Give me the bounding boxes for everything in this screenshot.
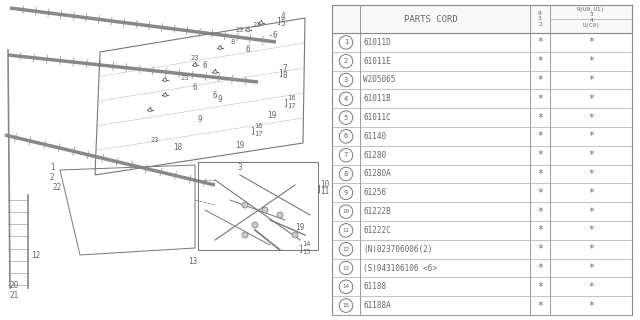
Text: W205065: W205065 xyxy=(363,76,396,84)
Text: *: * xyxy=(588,300,594,311)
Text: *: * xyxy=(588,37,594,47)
Text: *: * xyxy=(537,263,543,273)
Text: *: * xyxy=(588,75,594,85)
Text: *: * xyxy=(537,300,543,311)
Text: 9(U0,U1)
3
4
U(C0): 9(U0,U1) 3 4 U(C0) xyxy=(577,7,605,28)
Text: 7: 7 xyxy=(344,152,348,158)
Text: 17: 17 xyxy=(287,102,296,108)
Text: 8: 8 xyxy=(344,171,348,177)
Circle shape xyxy=(242,202,248,208)
Text: 19: 19 xyxy=(268,110,276,119)
Text: 6: 6 xyxy=(246,45,250,54)
Text: 8: 8 xyxy=(231,39,235,45)
Text: *: * xyxy=(537,207,543,217)
Text: 9: 9 xyxy=(218,95,222,105)
Text: 22: 22 xyxy=(52,183,61,193)
Text: (S)043106106 <6>: (S)043106106 <6> xyxy=(363,263,437,273)
Text: *: * xyxy=(537,94,543,104)
Text: 4: 4 xyxy=(280,12,285,21)
Text: 13: 13 xyxy=(188,258,198,267)
Text: PARTS CORD: PARTS CORD xyxy=(404,14,458,23)
Text: *: * xyxy=(537,225,543,236)
Circle shape xyxy=(213,70,217,74)
Text: 10: 10 xyxy=(342,209,349,214)
Text: 20: 20 xyxy=(10,281,19,290)
Text: 6: 6 xyxy=(193,84,197,92)
Text: *: * xyxy=(537,56,543,66)
Text: *: * xyxy=(588,244,594,254)
Text: *: * xyxy=(537,244,543,254)
Text: *: * xyxy=(588,94,594,104)
Circle shape xyxy=(259,21,263,25)
Text: *: * xyxy=(588,282,594,292)
Text: 23: 23 xyxy=(151,137,159,143)
Circle shape xyxy=(242,232,248,238)
Text: *: * xyxy=(588,169,594,179)
Text: 1: 1 xyxy=(344,39,348,45)
Text: 9: 9 xyxy=(344,190,348,196)
Circle shape xyxy=(252,222,258,228)
Text: *: * xyxy=(588,56,594,66)
Text: 3: 3 xyxy=(237,164,243,172)
Text: 6: 6 xyxy=(203,60,207,69)
Text: 61280: 61280 xyxy=(363,151,386,160)
Text: 14: 14 xyxy=(302,242,310,247)
Text: *: * xyxy=(537,188,543,198)
Text: 23: 23 xyxy=(191,55,199,61)
Circle shape xyxy=(163,93,167,97)
Text: *: * xyxy=(588,207,594,217)
Circle shape xyxy=(292,232,298,238)
Text: 61222B: 61222B xyxy=(363,207,391,216)
Text: 15: 15 xyxy=(342,303,349,308)
Text: 5: 5 xyxy=(344,115,348,121)
Text: *: * xyxy=(537,169,543,179)
Text: 6: 6 xyxy=(212,91,218,100)
Text: 61188A: 61188A xyxy=(363,301,391,310)
Text: 61011E: 61011E xyxy=(363,57,391,66)
Text: *: * xyxy=(537,113,543,123)
Text: *: * xyxy=(537,132,543,141)
Text: 10: 10 xyxy=(320,180,330,189)
Text: 61011C: 61011C xyxy=(363,113,391,122)
Text: 7: 7 xyxy=(282,64,287,73)
Text: *: * xyxy=(588,150,594,160)
Text: 9: 9 xyxy=(198,116,202,124)
Text: 21: 21 xyxy=(10,291,19,300)
Text: *: * xyxy=(588,113,594,123)
Text: 19: 19 xyxy=(236,140,244,149)
Circle shape xyxy=(246,28,250,32)
Text: *: * xyxy=(588,225,594,236)
Text: 12: 12 xyxy=(342,247,349,252)
Text: 13: 13 xyxy=(342,266,349,270)
Bar xyxy=(198,162,318,250)
Circle shape xyxy=(218,46,222,50)
Text: 18: 18 xyxy=(173,143,182,153)
Text: 23: 23 xyxy=(180,75,189,81)
Text: (N)023706006(2): (N)023706006(2) xyxy=(363,245,433,254)
Text: *: * xyxy=(537,150,543,160)
Text: *: * xyxy=(588,188,594,198)
Text: 15: 15 xyxy=(302,249,310,254)
Circle shape xyxy=(262,207,268,213)
Text: 3: 3 xyxy=(344,77,348,83)
Text: 4: 4 xyxy=(344,96,348,102)
Text: *: * xyxy=(537,282,543,292)
Text: 12: 12 xyxy=(31,251,40,260)
Text: 61280A: 61280A xyxy=(363,170,391,179)
Text: *: * xyxy=(537,37,543,47)
Text: *: * xyxy=(588,132,594,141)
Circle shape xyxy=(148,108,152,112)
Text: 61256: 61256 xyxy=(363,188,386,197)
Text: 6: 6 xyxy=(344,133,348,140)
Text: 14: 14 xyxy=(342,284,349,289)
Text: *: * xyxy=(537,75,543,85)
Text: 17: 17 xyxy=(254,131,262,137)
Text: 16: 16 xyxy=(287,95,296,101)
Text: 6: 6 xyxy=(272,30,277,39)
Text: 11: 11 xyxy=(320,187,330,196)
Text: 8: 8 xyxy=(282,71,287,80)
Text: 11: 11 xyxy=(342,228,349,233)
Text: 23: 23 xyxy=(236,27,244,33)
Text: 61011B: 61011B xyxy=(363,94,391,103)
Text: 16: 16 xyxy=(254,124,262,130)
